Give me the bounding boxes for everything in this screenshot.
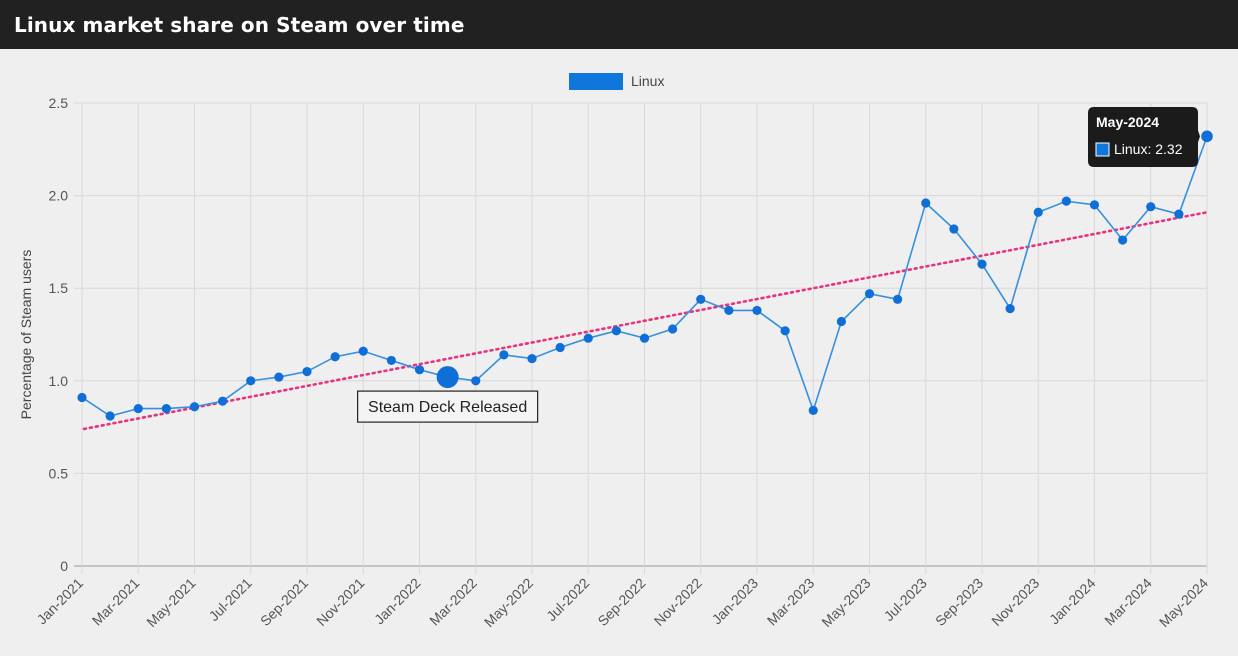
tooltip-title: May-2024 <box>1096 114 1159 130</box>
data-point-sep-2021[interactable] <box>302 366 312 377</box>
data-point-oct-2021[interactable] <box>330 352 340 362</box>
x-tick-label: May-2022 <box>481 575 536 630</box>
x-tick-label: Nov-2023 <box>988 575 1042 629</box>
data-point-oct-2023[interactable] <box>1005 303 1015 314</box>
data-point-dec-2023[interactable] <box>1061 196 1071 206</box>
x-tick-label: May-2024 <box>1156 575 1211 630</box>
data-point-mar-2024[interactable] <box>1146 202 1156 212</box>
y-tick-label: 2.5 <box>49 95 69 111</box>
x-tick-label: Nov-2022 <box>651 575 705 629</box>
x-tick-label: Sep-2022 <box>594 575 648 629</box>
data-point-feb-2021[interactable] <box>105 411 115 421</box>
x-tick-label: Nov-2021 <box>313 575 367 629</box>
data-point-jan-2022[interactable] <box>414 365 425 375</box>
data-point-may-2022[interactable] <box>527 353 537 364</box>
data-point-aug-2022[interactable] <box>611 326 621 336</box>
data-point-may-2023[interactable] <box>864 289 875 299</box>
x-tick-label: Sep-2021 <box>257 575 311 629</box>
annotation-label: Steam Deck Released <box>368 399 527 416</box>
data-point-aug-2021[interactable] <box>274 372 284 382</box>
data-point-mar-2021[interactable] <box>133 403 143 414</box>
x-tick-label: Mar-2023 <box>764 575 818 629</box>
x-tick-label: Mar-2024 <box>1101 575 1155 629</box>
x-tick-label: Jul-2021 <box>206 575 255 624</box>
y-tick-label: 1.5 <box>49 280 69 296</box>
data-point-nov-2021[interactable] <box>358 346 368 356</box>
chart-legend[interactable]: Linux <box>569 73 664 90</box>
data-point-feb-2024[interactable] <box>1118 235 1128 245</box>
data-point-nov-2023[interactable] <box>1033 207 1043 217</box>
y-tick-label: 2.0 <box>49 188 69 204</box>
data-point-jun-2023[interactable] <box>893 294 903 304</box>
page-title: Linux market share on Steam over time <box>14 12 465 37</box>
data-point-may-2024[interactable] <box>1201 130 1213 143</box>
legend-swatch-linux[interactable] <box>569 73 623 90</box>
steam-deck-annotation: Steam Deck Released <box>357 390 539 423</box>
data-point-mar-2023[interactable] <box>808 405 818 416</box>
data-point-apr-2021[interactable] <box>161 403 171 414</box>
y-tick-label: 0.5 <box>49 465 69 481</box>
y-axis-title: Percentage of Steam users <box>18 250 34 420</box>
chart-tooltip: May-2024 Linux: 2.32 <box>1088 107 1200 167</box>
data-point-oct-2022[interactable] <box>668 324 678 334</box>
data-point-dec-2021[interactable] <box>386 355 396 366</box>
tooltip-value: Linux: 2.32 <box>1114 141 1183 157</box>
y-tick-label: 1.0 <box>49 373 69 389</box>
data-point-sep-2022[interactable] <box>639 333 650 343</box>
x-tick-label: Sep-2023 <box>932 575 986 629</box>
data-point-feb-2022[interactable] <box>436 366 459 389</box>
x-tick-label: Jan-2023 <box>709 575 762 628</box>
y-tick-label: 0 <box>60 558 68 574</box>
chart-grid <box>74 102 1208 574</box>
data-point-jan-2021[interactable] <box>77 392 87 403</box>
linux-series <box>77 130 1213 421</box>
data-point-apr-2023[interactable] <box>836 316 846 327</box>
x-tick-label: Jan-2021 <box>34 575 87 628</box>
data-point-feb-2023[interactable] <box>780 326 790 336</box>
x-tick-label: Mar-2021 <box>89 575 143 629</box>
chart-axes: 0 0.5 1.0 1.5 2.0 2.5 Jan-2021 Mar-2021 May-2021… <box>18 95 1211 630</box>
data-point-aug-2023[interactable] <box>949 224 959 234</box>
data-point-jul-2023[interactable] <box>921 198 931 208</box>
x-tick-label: Jul-2023 <box>881 575 930 624</box>
tooltip-background <box>1088 107 1200 167</box>
data-point-jul-2022[interactable] <box>583 333 593 343</box>
annotation-box <box>357 390 539 423</box>
data-point-nov-2022[interactable] <box>696 294 706 304</box>
data-point-jul-2021[interactable] <box>246 376 256 386</box>
data-point-sep-2023[interactable] <box>977 259 987 269</box>
data-point-apr-2022[interactable] <box>499 350 509 360</box>
data-point-dec-2022[interactable] <box>724 305 734 316</box>
x-tick-label: May-2021 <box>143 575 198 630</box>
data-point-jan-2023[interactable] <box>752 305 762 316</box>
trend-line <box>82 210 1209 431</box>
x-tick-label: May-2023 <box>818 575 873 630</box>
x-tick-label: Jul-2022 <box>543 575 592 624</box>
page-header: Linux market share on Steam over time <box>0 0 1238 49</box>
trend-line-group <box>82 210 1209 431</box>
line-chart: 0 0.5 1.0 1.5 2.0 2.5 Jan-2021 Mar-2021 May-2021… <box>18 73 1213 630</box>
data-point-jan-2024[interactable] <box>1089 200 1100 210</box>
data-point-jun-2021[interactable] <box>218 396 228 406</box>
legend-label-linux[interactable]: Linux <box>631 73 664 89</box>
x-tick-label: Mar-2022 <box>426 575 480 629</box>
x-tick-label: Jan-2024 <box>1046 575 1099 628</box>
data-point-mar-2022[interactable] <box>471 376 481 386</box>
data-point-jun-2022[interactable] <box>555 342 565 353</box>
data-point-may-2021[interactable] <box>189 402 200 412</box>
data-point-apr-2024[interactable] <box>1174 209 1184 219</box>
tooltip-swatch <box>1095 142 1110 157</box>
x-tick-label: Jan-2022 <box>371 575 424 628</box>
chart-container: 0 0.5 1.0 1.5 2.0 2.5 Jan-2021 Mar-2021 May-2021… <box>0 49 1238 656</box>
